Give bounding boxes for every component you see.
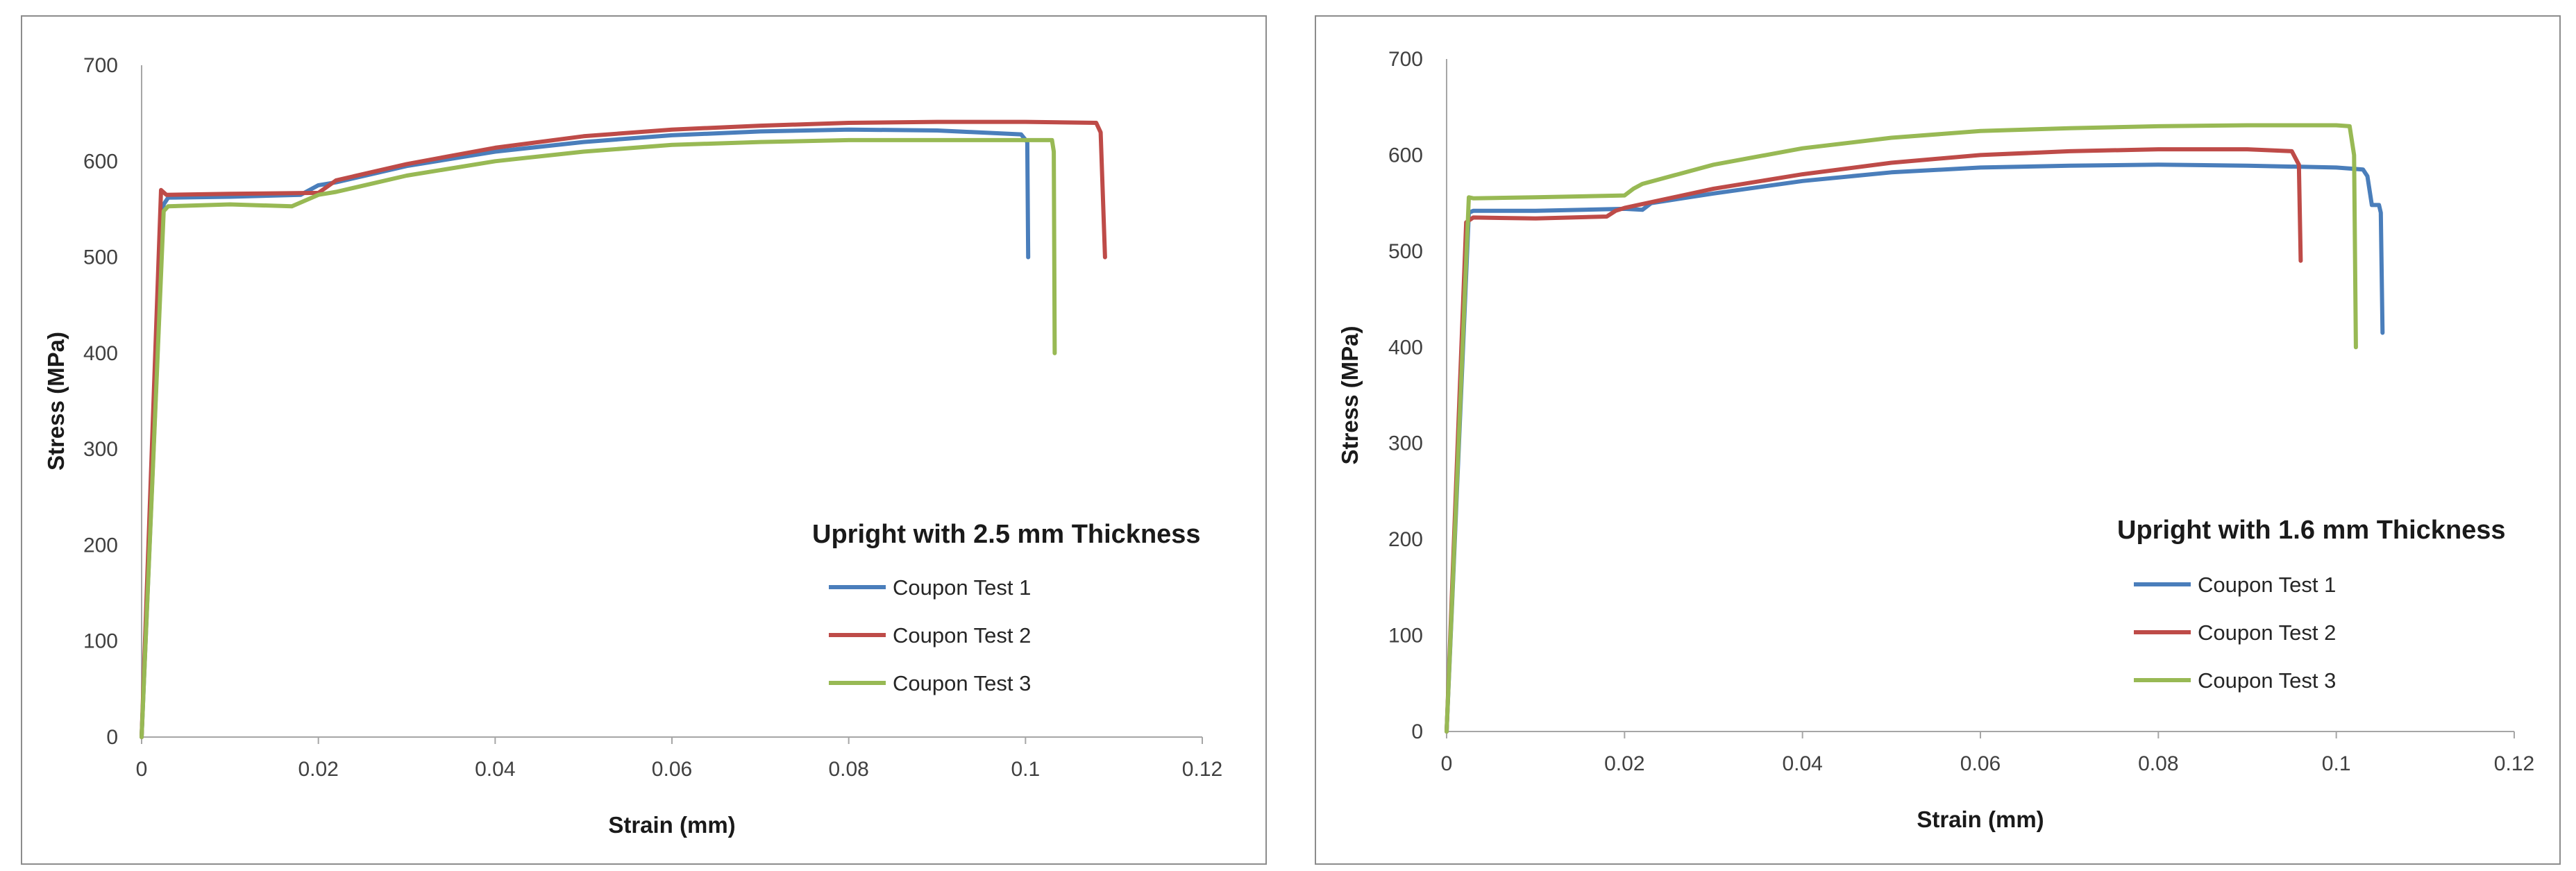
legend-label: Coupon Test 2 <box>2198 620 2336 645</box>
x-tick-label: 0.12 <box>1182 758 1222 781</box>
legend-label: Coupon Test 1 <box>893 575 1031 600</box>
y-tick-label: 500 <box>1388 240 1423 263</box>
chart-left-panel: 0 100 200 300 400 500 600 700 0 0.02 0.04 0.06 0.08 0… <box>21 15 1267 865</box>
y-tick-label: 400 <box>83 342 118 365</box>
y-axis-title: Stress (MPa) <box>43 332 69 471</box>
x-axis-title: Strain (mm) <box>608 812 735 838</box>
y-tick-label: 0 <box>1411 720 1423 743</box>
legend-label: Coupon Test 2 <box>893 623 1031 648</box>
y-tick-label: 300 <box>83 438 118 461</box>
series-line-coupon-test-3 <box>1445 123 2358 734</box>
x-tick-label: 0.1 <box>1011 758 1040 781</box>
y-axis-title: Stress (MPa) <box>1337 326 1363 465</box>
y-tick-label: 600 <box>83 150 118 173</box>
series-line-coupon-test-1 <box>140 127 1031 739</box>
y-tick-label: 100 <box>83 630 118 653</box>
chart-left-svg: 0 100 200 300 400 500 600 700 0 0.02 0.04 0.06 0.08 0… <box>43 54 1222 838</box>
y-tick-label: 700 <box>1388 48 1423 71</box>
x-tick-label: 0.06 <box>1960 752 2001 775</box>
x-axis-title: Strain (mm) <box>1917 806 2044 832</box>
x-tick-label: 0.08 <box>828 758 868 781</box>
x-tick-label: 0.04 <box>1782 752 1822 775</box>
x-tick-label: 0.08 <box>2138 752 2178 775</box>
chart-title: Upright with 2.5 mm Thickness <box>812 520 1201 549</box>
x-tick-label: 0.02 <box>1604 752 1644 775</box>
legend-label: Coupon Test 3 <box>2198 668 2336 693</box>
y-tick-label: 0 <box>106 726 118 749</box>
chart-right-svg: 0 100 200 300 400 500 600 700 0 0.02 0.04 0.06 0.08 0… <box>1337 48 2534 832</box>
y-tick-label: 200 <box>83 534 118 557</box>
x-tick-label: 0.12 <box>2494 752 2534 775</box>
y-tick-label: 400 <box>1388 336 1423 359</box>
x-tick-label: 0 <box>1441 752 1453 775</box>
chart-title: Upright with 1.6 mm Thickness <box>2117 516 2506 545</box>
y-tick-label: 300 <box>1388 432 1423 455</box>
x-tick-label: 0.02 <box>298 758 338 781</box>
x-tick-label: 0 <box>136 758 148 781</box>
y-tick-label: 200 <box>1388 528 1423 551</box>
series-line-coupon-test-2 <box>1445 147 2303 734</box>
y-tick-label: 500 <box>83 246 118 269</box>
chart-right-panel: 0 100 200 300 400 500 600 700 0 0.02 0.04 0.06 0.08 0… <box>1315 15 2561 865</box>
series-line-coupon-test-3 <box>140 137 1057 739</box>
y-tick-label: 100 <box>1388 625 1423 648</box>
legend-label: Coupon Test 3 <box>893 671 1031 695</box>
y-tick-label: 600 <box>1388 144 1423 167</box>
x-tick-label: 0.06 <box>652 758 692 781</box>
x-tick-label: 0.1 <box>2322 752 2351 775</box>
x-tick-label: 0.04 <box>475 758 515 781</box>
legend-label: Coupon Test 1 <box>2198 573 2336 597</box>
series-line-coupon-test-2 <box>140 119 1107 739</box>
y-tick-label: 700 <box>83 54 118 77</box>
series-line-coupon-test-1 <box>1445 162 2385 734</box>
